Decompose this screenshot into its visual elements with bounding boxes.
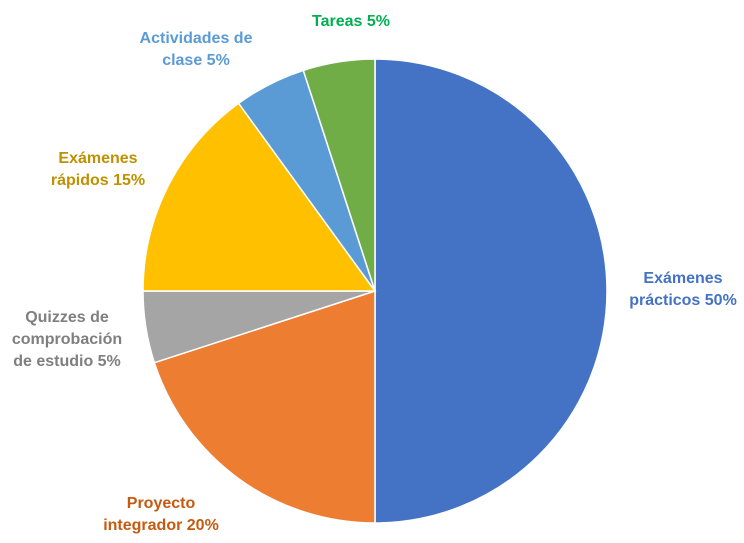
slice-label-line: integrador 20%	[103, 517, 219, 534]
slice-label-0: Exámenes prácticos 50%	[629, 270, 737, 309]
pie-slice-5	[302, 58, 376, 292]
slice-label-line: Exámenes	[643, 270, 722, 287]
slice-label-line: comprobación	[12, 331, 122, 348]
slice-label-4: Actividades de clase 5%	[140, 30, 253, 69]
slice-label-line: Actividades de	[140, 30, 253, 47]
slice-label-3: Exámenes rápidos 15%	[51, 150, 145, 189]
pie-slice-0	[374, 58, 608, 524]
pie-labels: Exámenes prácticos 50% Proyecto integrador …	[12, 13, 737, 534]
slice-label-2: Quizzes de comprobación de estudio 5%	[12, 309, 122, 370]
slice-label-line: Exámenes	[58, 150, 137, 167]
pie-slice-1	[153, 289, 376, 524]
slice-label-5: Tareas 5%	[312, 13, 390, 30]
pie-slices	[142, 58, 608, 524]
slice-label-line: de estudio 5%	[13, 353, 121, 370]
slice-label-line: Proyecto	[127, 495, 196, 512]
slice-label-line: prácticos 50%	[629, 292, 737, 309]
pie-slice-3	[142, 102, 377, 292]
slice-label-line: Tareas 5%	[312, 13, 390, 30]
slice-label-1: Proyecto integrador 20%	[103, 495, 219, 534]
slice-label-line: rápidos 15%	[51, 172, 145, 189]
slice-label-line: clase 5%	[162, 52, 230, 69]
slice-label-line: Quizzes de	[25, 309, 109, 326]
